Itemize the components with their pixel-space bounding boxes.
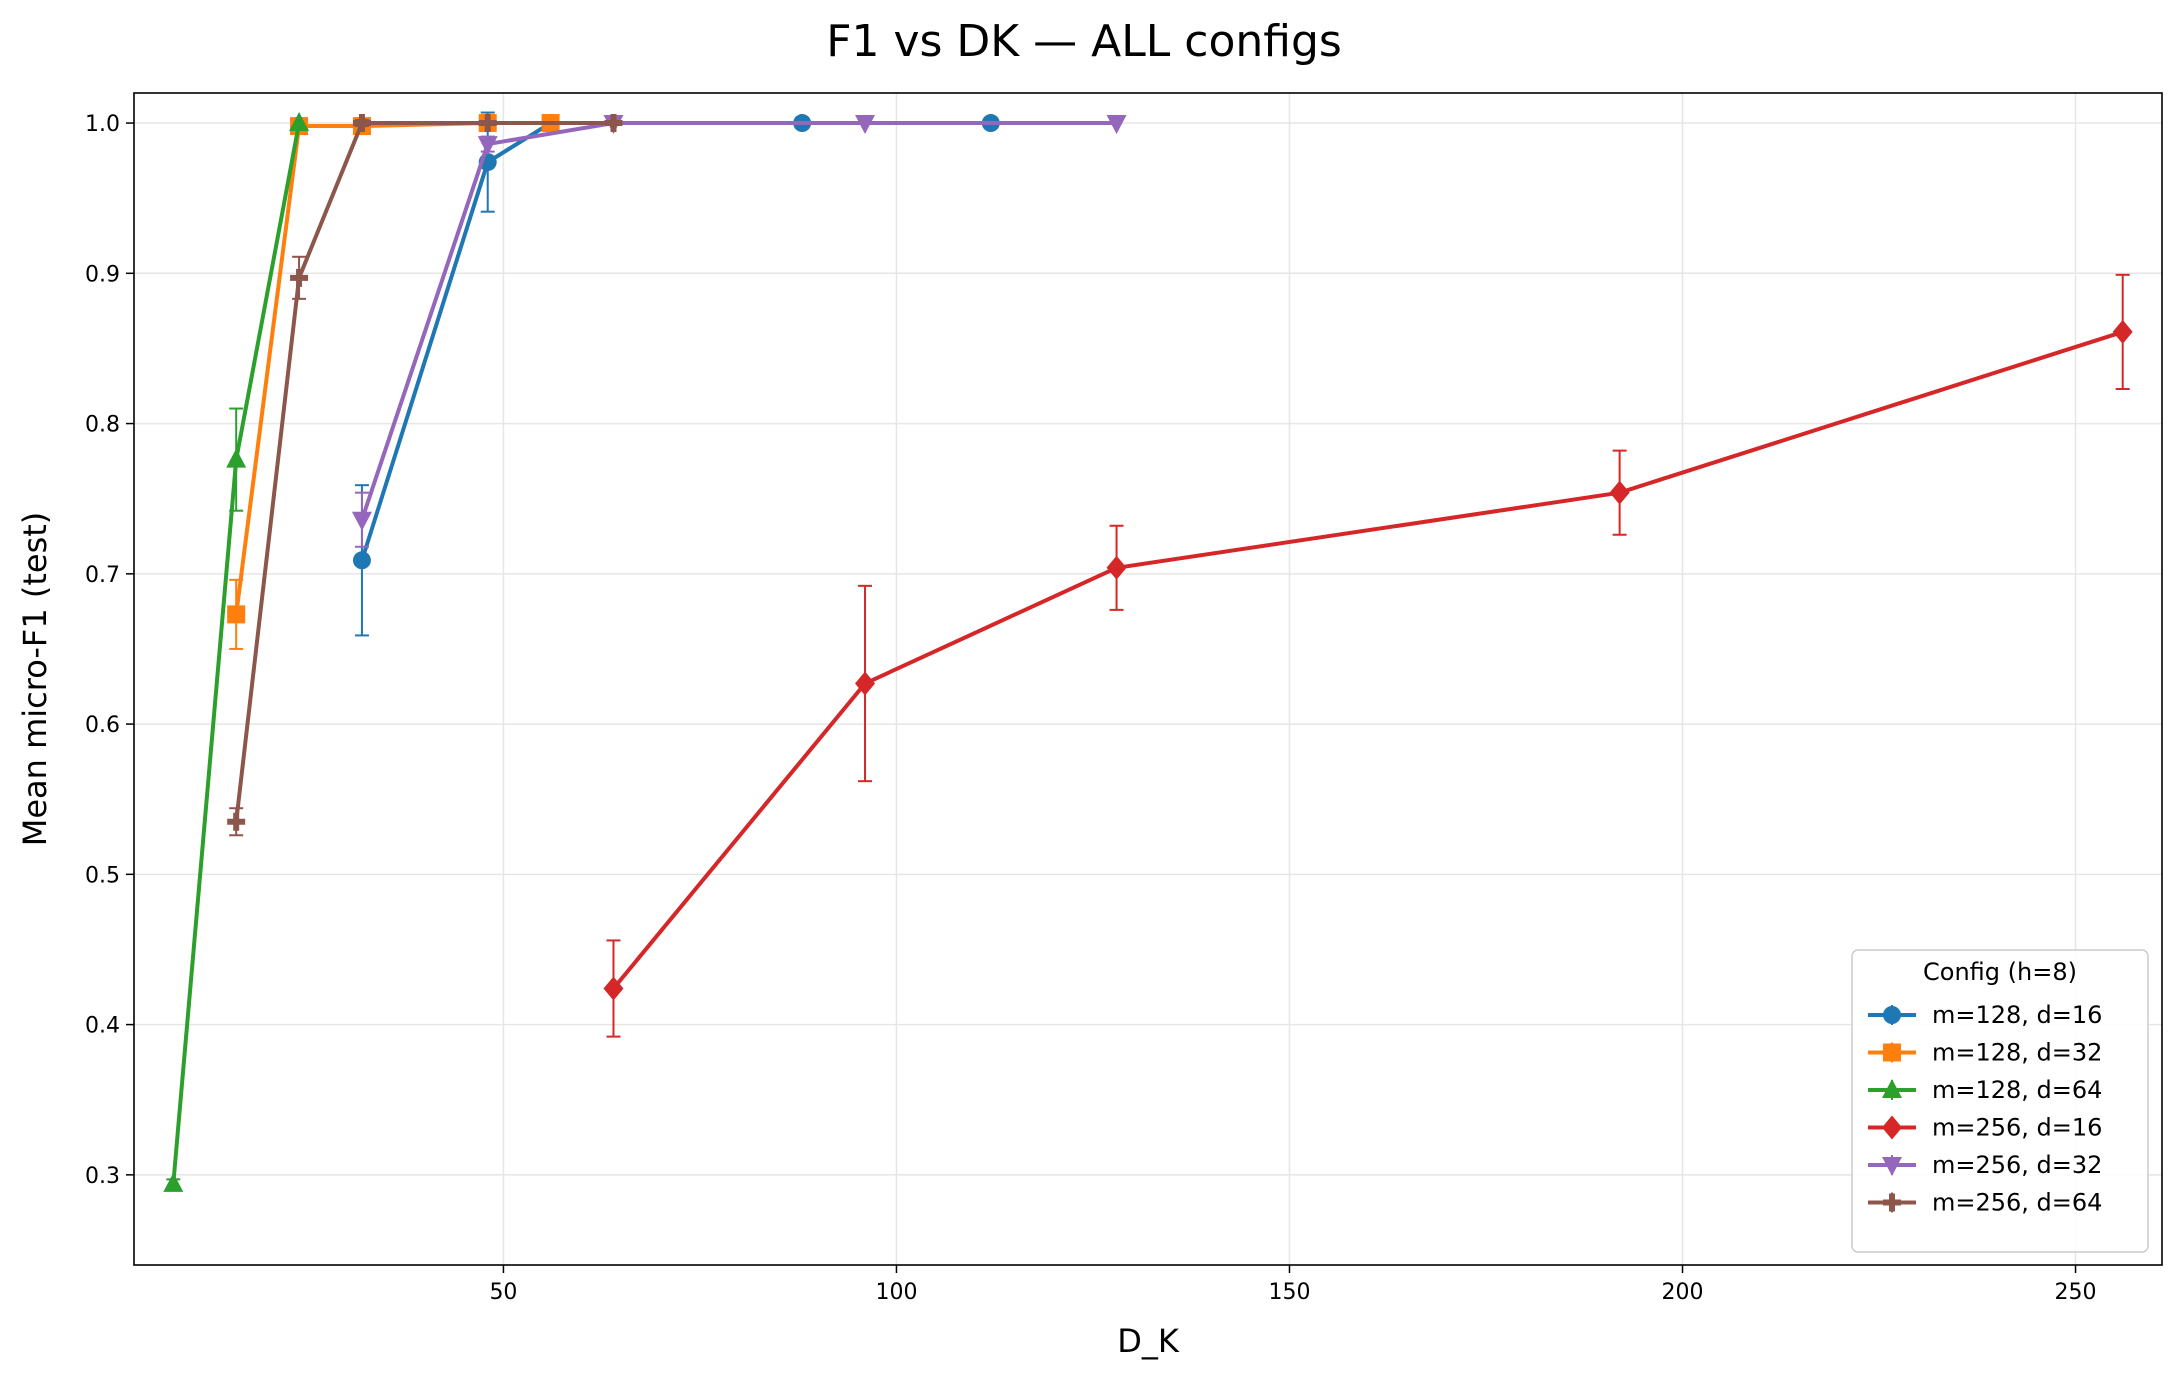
legend-box: [1851, 949, 2149, 1253]
legend-entry: m=128, d=32: [1868, 1039, 2102, 1067]
data-point: [855, 115, 876, 135]
legend: Config (h=8) m=128, d=16m=128, d=32m=128…: [1851, 949, 2149, 1253]
legend-marker: [1882, 1079, 1902, 1098]
series-layer: [163, 111, 2133, 1192]
legend-entry: m=256, d=64: [1868, 1189, 2102, 1217]
legend-entry: m=128, d=64: [1868, 1076, 2102, 1104]
legend-marker: [1882, 1115, 1902, 1140]
data-point: [352, 551, 371, 570]
legend-label: m=256, d=64: [1932, 1189, 2102, 1217]
legend-marker: [1883, 1193, 1901, 1212]
data-point: [227, 812, 246, 831]
data-point: [603, 976, 624, 1001]
data-point: [227, 605, 246, 624]
y-tick-label: 1.0: [85, 112, 120, 137]
legend-label: m=128, d=64: [1932, 1076, 2102, 1104]
series-5: [227, 114, 623, 837]
data-point: [290, 268, 309, 287]
legend-entry: m=256, d=16: [1868, 1114, 2102, 1142]
data-point: [2112, 319, 2133, 344]
data-point: [352, 114, 371, 133]
legend-marker: [1882, 1157, 1902, 1176]
legend-entry: m=256, d=32: [1868, 1151, 2102, 1179]
legend-label: m=128, d=16: [1932, 1001, 2102, 1029]
y-tick-label: 0.5: [85, 863, 120, 888]
chart-title: F1 vs DK — ALL configs: [826, 16, 1342, 67]
legend-entry: m=128, d=16: [1868, 1001, 2102, 1029]
data-point: [351, 511, 372, 531]
legend-title: Config (h=8): [1923, 958, 2077, 986]
legend-label: m=128, d=32: [1932, 1039, 2102, 1067]
y-axis: 0.3 0.4 0.5 0.6 0.7 0.8 0.9 1.0: [85, 112, 134, 1189]
x-tick-label: 100: [875, 1280, 917, 1305]
y-tick-label: 0.6: [85, 713, 120, 738]
data-point: [226, 448, 247, 468]
series-3: [603, 273, 2133, 1038]
data-point: [163, 1172, 184, 1192]
legend-marker: [1883, 1043, 1901, 1062]
y-axis-label: Mean micro-F1 (test): [16, 512, 54, 847]
y-tick-label: 0.8: [85, 413, 120, 438]
x-tick-label: 50: [489, 1280, 517, 1305]
legend-marker: [1883, 1006, 1901, 1024]
data-point: [477, 136, 498, 156]
plot-frame: [133, 92, 2163, 1266]
x-axis: 50 100 150 200 250: [489, 1265, 2097, 1305]
y-tick-label: 0.7: [85, 563, 120, 588]
data-point: [289, 112, 310, 132]
y-tick-label: 0.4: [85, 1014, 120, 1039]
grid: [134, 93, 2162, 1265]
data-point: [1106, 555, 1127, 580]
data-point: [1609, 480, 1630, 505]
legend-label: m=256, d=16: [1932, 1114, 2102, 1142]
y-tick-label: 0.9: [85, 262, 120, 287]
x-tick-label: 150: [1268, 1280, 1310, 1305]
series-2: [163, 112, 310, 1192]
data-point: [855, 671, 876, 696]
data-point: [478, 114, 497, 133]
data-point: [604, 114, 623, 133]
x-tick-label: 200: [1662, 1280, 1704, 1305]
legend-label: m=256, d=32: [1932, 1151, 2102, 1179]
y-tick-label: 0.3: [85, 1164, 120, 1189]
legend-entries: m=128, d=16 m=128, d=32 m=128, d=64 m=256, …: [1868, 1001, 2102, 1217]
x-tick-label: 250: [2055, 1280, 2097, 1305]
data-point: [1106, 115, 1127, 135]
x-axis-label: D_K: [1117, 1322, 1180, 1360]
